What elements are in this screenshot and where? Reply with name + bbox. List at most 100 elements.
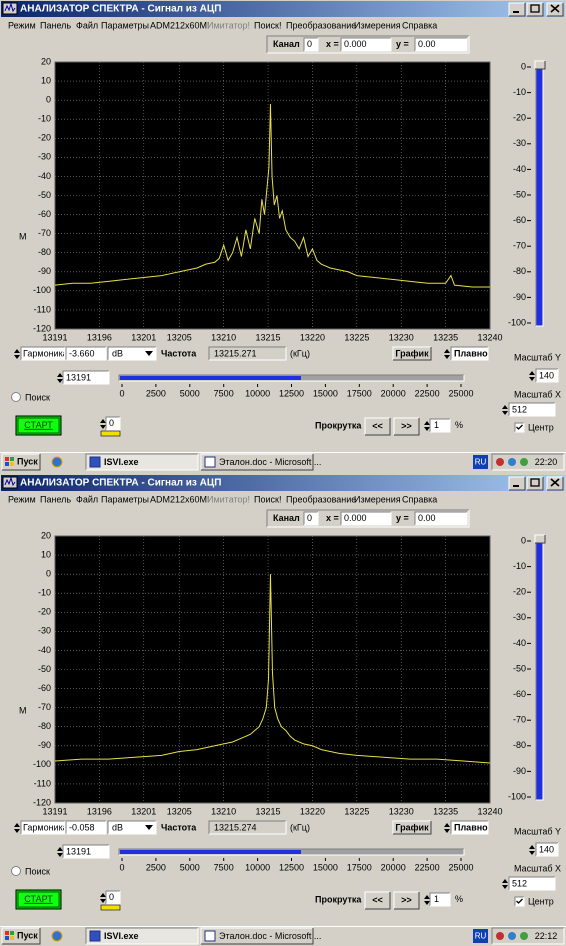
step-field-light xyxy=(430,893,451,907)
minimize-button[interactable] xyxy=(508,476,526,491)
task-button[interactable] xyxy=(200,453,314,471)
scale-x-field-light xyxy=(509,877,556,891)
label[interactable]: График xyxy=(395,348,429,358)
menu-item[interactable]: Поиск! xyxy=(254,494,281,504)
search-radio[interactable] xyxy=(11,866,21,876)
x-field[interactable] xyxy=(340,37,392,52)
task-button[interactable] xyxy=(200,927,314,945)
vslider-thumb[interactable] xyxy=(534,60,546,70)
menu-item[interactable]: Файл xyxy=(76,494,98,504)
scale-x-field[interactable] xyxy=(508,876,556,891)
spinner[interactable] xyxy=(100,419,106,429)
x-tick-label: 13201 xyxy=(131,332,156,342)
freq-field[interactable] xyxy=(208,820,287,835)
scale-y-field[interactable] xyxy=(535,842,559,857)
menu-item[interactable]: Имитатор! xyxy=(207,494,250,504)
label[interactable]: << xyxy=(372,895,383,905)
graph-button[interactable] xyxy=(392,820,432,835)
spinner[interactable] xyxy=(444,349,450,359)
freq-field[interactable] xyxy=(208,346,287,361)
spinner[interactable] xyxy=(424,895,430,905)
spinner[interactable] xyxy=(57,847,63,857)
menu-item[interactable]: ADM212x60M! xyxy=(150,20,210,30)
search-radio[interactable] xyxy=(11,392,21,402)
menu-item[interactable]: Панель xyxy=(40,494,71,504)
minimize-button[interactable] xyxy=(508,2,526,17)
level-field[interactable] xyxy=(65,346,107,361)
menu-item[interactable]: ADM212x60M! xyxy=(150,494,210,504)
channel-field[interactable] xyxy=(303,511,319,526)
spinner[interactable] xyxy=(444,823,450,833)
y-field[interactable] xyxy=(414,511,468,526)
back-button[interactable] xyxy=(364,891,391,910)
smooth-field[interactable] xyxy=(450,346,489,361)
label[interactable]: Пуск xyxy=(17,456,38,466)
counter-field[interactable] xyxy=(105,890,121,905)
unit-dropdown[interactable] xyxy=(107,346,157,361)
menu-item[interactable]: Параметры xyxy=(101,20,149,30)
label[interactable]: Эталон.doc - Microsoft ... xyxy=(219,457,321,467)
label[interactable]: СТАРТ xyxy=(24,420,53,430)
level-field[interactable] xyxy=(65,820,107,835)
start-button[interactable] xyxy=(15,889,62,910)
menu-item[interactable]: Режим xyxy=(8,494,36,504)
spinner[interactable] xyxy=(424,421,430,431)
counter-field[interactable] xyxy=(105,416,121,431)
scale-x-field[interactable] xyxy=(508,402,556,417)
menu-item[interactable]: Имитатор! xyxy=(207,20,250,30)
graph-button[interactable] xyxy=(392,346,432,361)
spinner[interactable] xyxy=(529,845,535,855)
label[interactable]: >> xyxy=(401,421,412,431)
task-button[interactable] xyxy=(85,453,199,471)
label[interactable]: СТАРТ xyxy=(24,894,53,904)
spinner[interactable] xyxy=(57,373,63,383)
task-button-bg xyxy=(86,454,198,470)
label[interactable]: ISVI.exe xyxy=(104,931,139,941)
menu-item[interactable]: Режим xyxy=(8,20,36,30)
spinner[interactable] xyxy=(502,879,508,889)
label[interactable]: << xyxy=(372,421,383,431)
mode-field[interactable] xyxy=(20,820,66,835)
menu-item[interactable]: Файл xyxy=(76,20,98,30)
step-field[interactable] xyxy=(429,418,451,433)
channel-field[interactable] xyxy=(303,37,319,52)
menu-item[interactable]: Преобразование xyxy=(286,494,356,504)
scale-y-field[interactable] xyxy=(535,368,559,383)
menu-item[interactable]: Измерения xyxy=(354,20,401,30)
unit-dropdown[interactable] xyxy=(107,820,157,835)
spinner[interactable] xyxy=(14,823,20,833)
spinner[interactable] xyxy=(529,371,535,381)
hslider-tick-label: 22500 xyxy=(415,388,440,398)
mode-field[interactable] xyxy=(20,346,66,361)
task-button[interactable] xyxy=(85,927,199,945)
label[interactable]: Пуск xyxy=(17,930,38,940)
forward-button[interactable] xyxy=(393,891,420,910)
step-field[interactable] xyxy=(429,892,451,907)
x-field[interactable] xyxy=(340,511,392,526)
label[interactable]: График xyxy=(395,822,429,832)
menu-item[interactable]: Панель xyxy=(40,20,71,30)
spinner[interactable] xyxy=(14,349,20,359)
lang-indicator xyxy=(473,455,488,469)
start-freq-field[interactable] xyxy=(62,370,110,385)
hslider-tick-label: 22500 xyxy=(415,862,440,872)
menu-item[interactable]: Параметры xyxy=(101,494,149,504)
menu-item[interactable]: Поиск! xyxy=(254,20,281,30)
spinner[interactable] xyxy=(100,893,106,903)
start-freq-field[interactable] xyxy=(62,844,110,859)
menu-item[interactable]: Справка xyxy=(402,494,437,504)
spinner[interactable] xyxy=(502,405,508,415)
menu-item[interactable]: Преобразование xyxy=(286,20,356,30)
y-field[interactable] xyxy=(414,37,468,52)
smooth-field[interactable] xyxy=(450,820,489,835)
label[interactable]: >> xyxy=(401,895,412,905)
label[interactable]: Эталон.doc - Microsoft ... xyxy=(219,931,321,941)
forward-button[interactable] xyxy=(393,417,420,436)
start-button[interactable] xyxy=(15,415,62,436)
menu-item[interactable]: Измерения xyxy=(354,494,401,504)
vslider-thumb[interactable] xyxy=(534,534,546,544)
label[interactable]: ISVI.exe xyxy=(104,457,139,467)
label: Поиск xyxy=(25,866,50,876)
menu-item[interactable]: Справка xyxy=(402,20,437,30)
back-button[interactable] xyxy=(364,417,391,436)
